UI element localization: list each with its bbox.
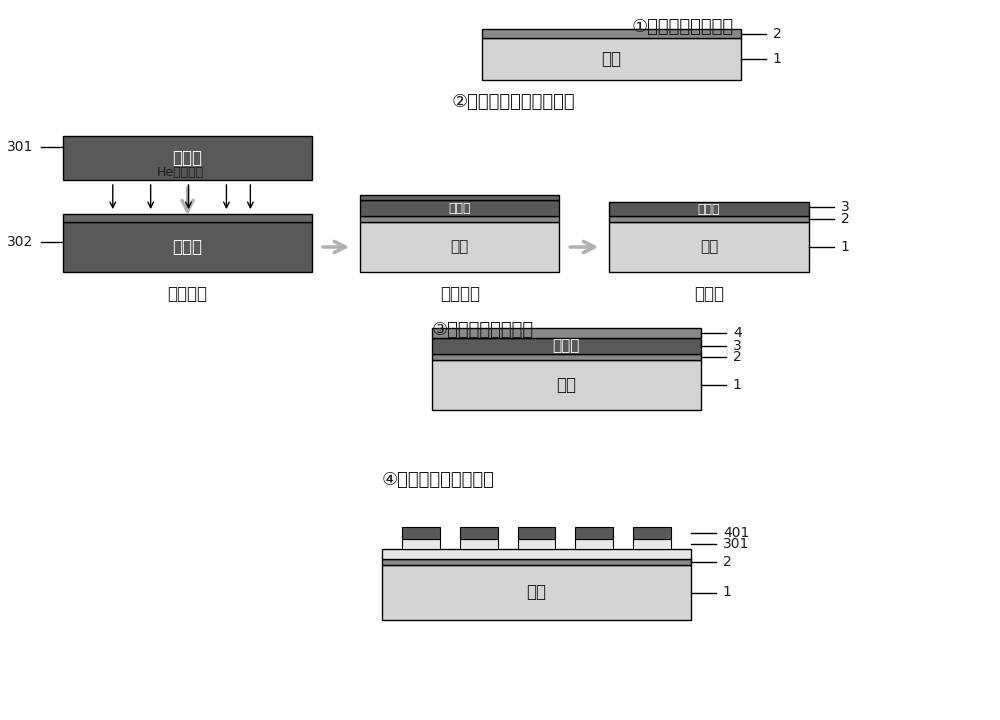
Text: 铌酸锂: 铌酸锂: [698, 202, 720, 215]
Text: 薄膜转移: 薄膜转移: [440, 285, 480, 303]
Text: He离子注入: He离子注入: [157, 166, 204, 179]
Text: 铌酸锂: 铌酸锂: [173, 238, 203, 256]
Bar: [63, 136, 312, 180]
Text: ②铌酸锂薄膜转移、剥离: ②铌酸锂薄膜转移、剥离: [452, 93, 575, 111]
Bar: [518, 527, 555, 539]
Text: 衬底: 衬底: [601, 50, 621, 68]
Text: 铌酸锂: 铌酸锂: [173, 149, 203, 167]
Text: 301: 301: [7, 140, 33, 154]
Text: ③上金属反射层制备: ③上金属反射层制备: [432, 321, 534, 339]
Bar: [360, 216, 559, 222]
Text: 4: 4: [733, 326, 742, 340]
Text: 2: 2: [840, 212, 849, 226]
Text: ①下金属反射层制备: ①下金属反射层制备: [631, 18, 733, 36]
Text: 3: 3: [840, 200, 849, 214]
Bar: [460, 539, 498, 549]
Bar: [432, 338, 701, 354]
Text: 2: 2: [773, 27, 781, 40]
Bar: [360, 222, 559, 272]
Bar: [609, 202, 809, 216]
Bar: [360, 200, 559, 216]
Bar: [432, 328, 701, 338]
Bar: [575, 527, 613, 539]
Text: 衬底: 衬底: [526, 583, 546, 601]
Text: 301: 301: [723, 537, 749, 551]
Text: 热剥离: 热剥离: [694, 285, 724, 303]
Bar: [63, 222, 312, 272]
Text: 1: 1: [773, 52, 782, 66]
Text: 2: 2: [723, 555, 732, 569]
Bar: [382, 549, 691, 559]
Bar: [609, 216, 809, 222]
Bar: [482, 38, 741, 80]
Text: 1: 1: [733, 378, 742, 392]
Text: 铌酸锂: 铌酸锂: [448, 202, 471, 215]
Bar: [482, 29, 741, 38]
Bar: [63, 214, 312, 222]
Bar: [633, 527, 671, 539]
Bar: [460, 527, 498, 539]
Bar: [633, 539, 671, 549]
Bar: [360, 195, 559, 200]
Text: 衬底: 衬底: [556, 376, 576, 394]
Text: 1: 1: [840, 240, 849, 254]
Text: 衬底: 衬底: [700, 240, 718, 254]
Text: 离子注入: 离子注入: [168, 285, 208, 303]
Bar: [609, 222, 809, 272]
Text: 302: 302: [7, 235, 33, 249]
Text: 1: 1: [723, 585, 732, 600]
Bar: [382, 565, 691, 620]
Text: 2: 2: [733, 350, 742, 364]
Bar: [382, 559, 691, 565]
Bar: [432, 354, 701, 360]
Text: 3: 3: [733, 339, 742, 353]
Text: ④上金属反射层图形化: ④上金属反射层图形化: [382, 471, 495, 489]
Bar: [518, 539, 555, 549]
Text: 铌酸锂: 铌酸锂: [553, 338, 580, 354]
Bar: [402, 539, 440, 549]
Bar: [575, 539, 613, 549]
Text: 衬底: 衬底: [451, 240, 469, 254]
Text: 401: 401: [723, 526, 749, 540]
Bar: [402, 527, 440, 539]
Bar: [432, 360, 701, 410]
